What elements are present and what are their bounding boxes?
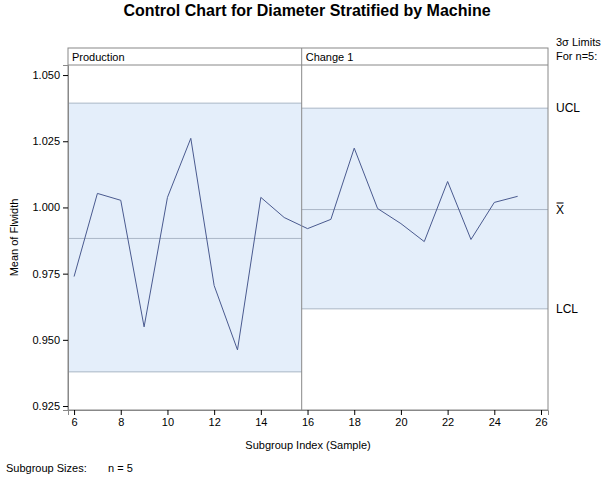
x-tick-mark [308, 410, 309, 415]
phase-divider [301, 48, 302, 410]
y-tick-mark [63, 406, 68, 407]
limits-note: 3σ Limits [556, 36, 601, 48]
x-axis: 6 8 10 12 14 16 18 20 22 24 26 [69, 410, 549, 428]
x-tick-label: 8 [118, 416, 124, 428]
plot-frame [68, 48, 548, 410]
y-tick-label: 0.975 [32, 268, 60, 280]
x-tick-label: 24 [489, 416, 501, 428]
y-tick-label: 1.050 [32, 69, 60, 81]
y-axis: 0.925 0.950 0.975 1.000 1.025 1.050 [32, 66, 68, 413]
x-tick-mark [121, 410, 122, 415]
y-tick-label: 0.925 [32, 400, 60, 412]
x-tick-label: 18 [349, 416, 361, 428]
y-tick-label: 1.000 [32, 201, 60, 213]
x-axis-title: Subgroup Index (Sample) [245, 439, 370, 451]
y-tick-mark [63, 340, 68, 341]
x-tick-mark [448, 410, 449, 415]
y-tick: 0.975 [32, 268, 68, 280]
control-band [302, 108, 548, 309]
y-axis-title: Mean of Flwidth [8, 199, 20, 277]
lcl-label: LCL [556, 302, 578, 316]
y-tick-label: 0.950 [32, 334, 60, 346]
title: Control Chart for Diameter Stratified by… [123, 2, 490, 19]
x-tick: 26 [535, 410, 547, 428]
phase-label: Production [72, 51, 125, 63]
y-tick: 0.950 [32, 334, 68, 346]
lcl-line [68, 371, 302, 372]
y-tick: 0.925 [32, 400, 68, 412]
x-tick-mark [541, 410, 542, 415]
mean-label: X̿ [556, 202, 564, 217]
data-line [74, 138, 518, 350]
x-tick-label: 20 [395, 416, 407, 428]
y-tick-label: 1.025 [32, 135, 60, 147]
y-tick: 1.025 [32, 135, 68, 147]
limits-note: For n=5: [556, 50, 597, 62]
phase-label: Change 1 [306, 51, 354, 63]
x-axis-line [69, 411, 549, 416]
mean-line [68, 238, 302, 239]
x-tick-mark [74, 410, 75, 415]
x-tick-label: 12 [209, 416, 221, 428]
x-tick-label: 6 [72, 416, 78, 428]
subgroup-sizes-label: Subgroup Sizes: [6, 462, 87, 474]
y-tick-mark [63, 274, 68, 275]
y-tick-mark [63, 207, 68, 208]
x-tick-mark [214, 410, 215, 415]
x-tick: 14 [255, 410, 267, 428]
y-tick-mark [63, 75, 68, 76]
x-tick: 18 [349, 410, 361, 428]
x-tick-mark [401, 410, 402, 415]
y-tick: 1.050 [32, 69, 68, 81]
y-axis-line [63, 66, 69, 411]
x-tick: 20 [395, 410, 407, 428]
x-tick: 10 [162, 410, 174, 428]
ucl-label: UCL [556, 101, 580, 115]
y-tick-mark [63, 141, 68, 142]
x-tick: 16 [302, 410, 314, 428]
y-tick: 1.000 [32, 201, 68, 213]
x-tick: 6 [72, 410, 78, 428]
control-band [68, 103, 302, 372]
x-tick-label: 10 [162, 416, 174, 428]
x-tick-mark [354, 410, 355, 415]
lcl-line [302, 308, 548, 309]
x-tick: 12 [209, 410, 221, 428]
x-tick-label: 26 [535, 416, 547, 428]
x-tick-mark [494, 410, 495, 415]
x-tick: 24 [489, 410, 501, 428]
x-tick-label: 14 [255, 416, 267, 428]
ucl-line [302, 108, 548, 109]
x-tick: 8 [118, 410, 124, 428]
plot-area [68, 103, 548, 372]
x-tick-mark [261, 410, 262, 415]
chart: Control Chart for Diameter Stratified by… [0, 0, 614, 480]
x-tick: 22 [442, 410, 454, 428]
x-tick-mark [167, 410, 168, 415]
subgroup-sizes-value: n = 5 [108, 462, 133, 474]
x-tick-label: 22 [442, 416, 454, 428]
ucl-line [68, 103, 302, 104]
x-tick-label: 16 [302, 416, 314, 428]
strip-line [68, 65, 548, 66]
mean-line [302, 209, 548, 210]
